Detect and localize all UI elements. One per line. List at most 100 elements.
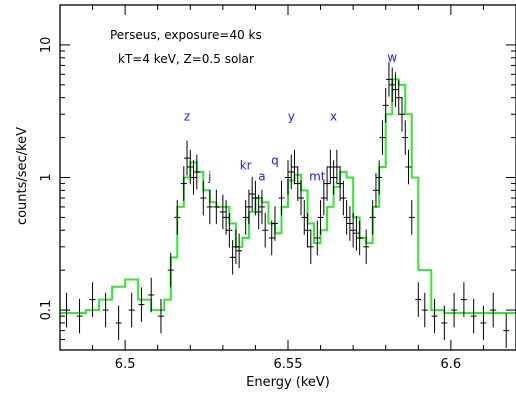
data-point bbox=[353, 215, 360, 251]
data-point bbox=[262, 212, 269, 248]
annotation-line-1: Perseus, exposure=40 ks bbox=[110, 28, 262, 42]
line-label-z: z bbox=[184, 109, 190, 123]
data-point bbox=[382, 88, 389, 123]
data-point bbox=[363, 229, 370, 265]
data-point bbox=[229, 240, 236, 275]
data-point bbox=[421, 292, 428, 328]
axes: 6.5 6.55 6.6 0.1 1 10 bbox=[39, 4, 516, 372]
y-tick-label: 10 bbox=[39, 37, 54, 54]
data-point bbox=[226, 212, 233, 248]
data-point bbox=[376, 160, 383, 195]
data-point bbox=[402, 120, 409, 155]
data-point bbox=[213, 189, 220, 225]
data-point bbox=[399, 96, 405, 132]
line-label-x: x bbox=[330, 109, 337, 123]
data-point bbox=[187, 149, 194, 185]
line-label-y: y bbox=[288, 109, 295, 123]
data-point bbox=[441, 305, 448, 341]
data-point bbox=[337, 166, 344, 201]
line-label-kr: kr bbox=[240, 158, 252, 172]
data-point bbox=[190, 160, 197, 195]
x-tick-label: 6.6 bbox=[441, 357, 462, 372]
data-point bbox=[291, 149, 298, 185]
data-point bbox=[298, 180, 305, 216]
data-point bbox=[503, 313, 510, 348]
line-label-q: q bbox=[271, 154, 279, 168]
data-point bbox=[480, 305, 487, 341]
data-point bbox=[379, 120, 386, 155]
data-point bbox=[271, 206, 278, 241]
y-tick-label: 1 bbox=[39, 173, 54, 181]
data-point bbox=[369, 200, 376, 235]
data-point bbox=[372, 173, 379, 208]
data-point bbox=[115, 305, 122, 341]
data-point bbox=[219, 194, 226, 230]
data-point bbox=[333, 149, 340, 185]
data-point bbox=[252, 180, 259, 216]
data-point bbox=[346, 206, 353, 241]
data-point bbox=[167, 252, 174, 288]
y-axis-title: counts/sec/keV bbox=[15, 127, 30, 225]
data-point bbox=[128, 292, 135, 328]
data-point bbox=[451, 292, 458, 328]
data-point bbox=[102, 292, 109, 328]
data-point bbox=[350, 212, 357, 248]
data-point bbox=[314, 220, 321, 256]
x-tick-label: 6.55 bbox=[274, 357, 303, 372]
data-point bbox=[294, 166, 301, 201]
data-point bbox=[232, 229, 239, 265]
x-tick-label: 6.5 bbox=[115, 357, 136, 372]
data-point bbox=[148, 277, 155, 313]
data-point bbox=[138, 287, 145, 322]
data-point bbox=[392, 72, 399, 107]
data-point bbox=[340, 180, 347, 216]
data-point bbox=[242, 200, 249, 235]
data-point bbox=[268, 220, 275, 256]
data-point bbox=[236, 233, 243, 269]
line-label-j: j bbox=[207, 169, 211, 183]
line-label-mt: mt bbox=[309, 169, 326, 183]
data-point bbox=[395, 80, 402, 115]
data-point bbox=[317, 200, 324, 235]
data-point bbox=[385, 62, 392, 97]
data-point bbox=[415, 282, 422, 317]
data-point bbox=[288, 154, 295, 190]
data-points bbox=[63, 62, 510, 348]
data-point bbox=[278, 180, 285, 216]
data-point bbox=[76, 298, 83, 334]
line-label-a: a bbox=[258, 169, 265, 183]
data-point bbox=[307, 229, 314, 265]
data-point bbox=[330, 160, 337, 195]
data-point bbox=[356, 220, 363, 256]
data-point bbox=[184, 140, 191, 176]
data-point bbox=[200, 180, 207, 216]
data-point bbox=[206, 189, 213, 225]
data-point bbox=[193, 154, 200, 190]
data-point bbox=[460, 282, 467, 317]
data-point bbox=[327, 149, 334, 185]
data-point bbox=[324, 166, 331, 201]
data-point bbox=[157, 298, 164, 334]
data-point bbox=[343, 200, 350, 235]
data-point bbox=[408, 200, 415, 235]
data-point bbox=[470, 298, 477, 334]
data-point bbox=[405, 149, 412, 185]
data-point bbox=[320, 180, 327, 216]
data-point bbox=[180, 166, 187, 201]
annotation-line-2: kT=4 keV, Z=0.5 solar bbox=[118, 52, 254, 66]
data-point bbox=[304, 212, 311, 248]
data-point bbox=[285, 160, 291, 195]
data-point bbox=[490, 292, 497, 328]
data-point bbox=[255, 194, 262, 230]
data-point bbox=[249, 176, 256, 212]
line-label-w: w bbox=[387, 50, 397, 64]
data-point bbox=[174, 200, 181, 235]
data-point bbox=[301, 200, 308, 235]
x-axis-title: Energy (keV) bbox=[246, 375, 330, 390]
data-point bbox=[431, 298, 438, 334]
data-point bbox=[258, 189, 265, 225]
data-point bbox=[223, 200, 230, 235]
data-point bbox=[389, 67, 396, 103]
